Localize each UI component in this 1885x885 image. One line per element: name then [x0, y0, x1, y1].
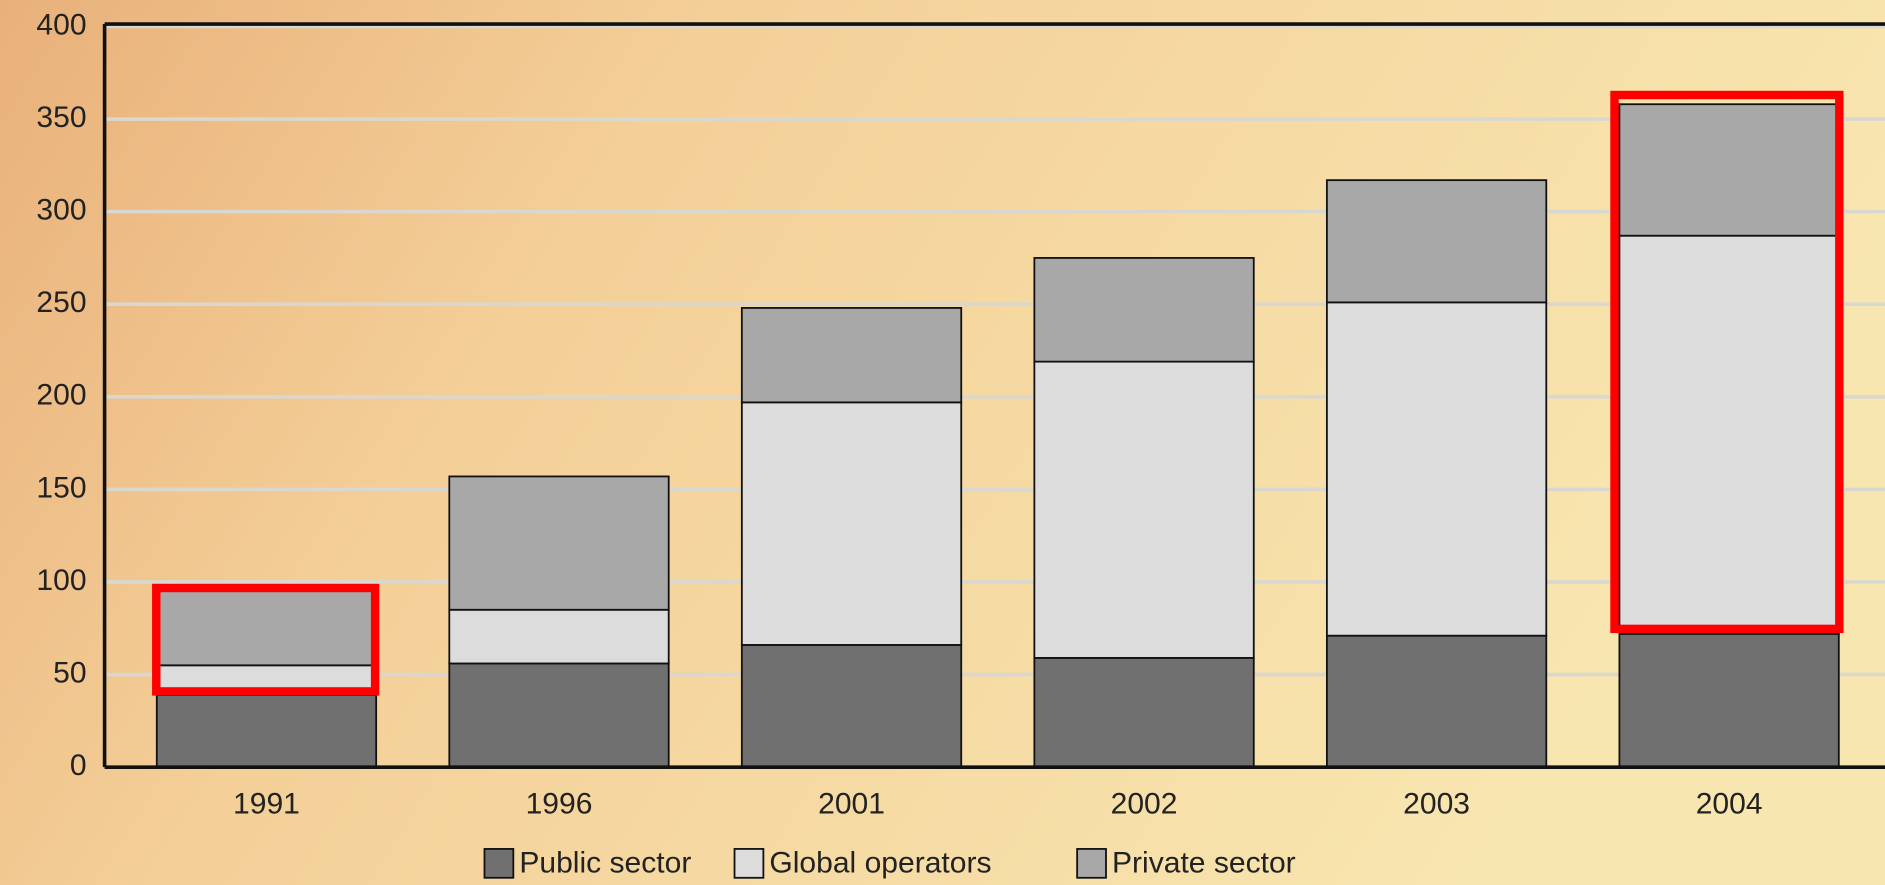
y-tick-label: 200	[36, 379, 86, 412]
bar-segment	[740, 401, 963, 646]
bar-segment	[448, 662, 670, 769]
x-tick-label: 1991	[233, 788, 300, 821]
legend-swatch	[733, 848, 765, 879]
legend-swatch	[483, 848, 515, 879]
y-tick-label: 100	[36, 564, 86, 597]
bar-segment	[1618, 632, 1840, 769]
bar-segment	[1033, 657, 1255, 769]
legend-label: Public sector	[519, 846, 691, 879]
x-tick-label: 2004	[1696, 788, 1763, 821]
bar-segment	[155, 694, 378, 769]
x-tick-label: 2002	[1111, 788, 1178, 821]
x-tick-label: 1996	[526, 788, 593, 821]
bar-segment	[740, 307, 963, 404]
bar-segment	[1033, 360, 1255, 659]
bar-segment	[1618, 234, 1840, 635]
y-tick-label: 400	[36, 8, 86, 41]
bar-segment	[740, 644, 963, 769]
highlight-box	[152, 583, 380, 696]
y-tick-label: 50	[53, 657, 86, 690]
highlight-box	[1610, 90, 1844, 634]
bar-segment	[155, 588, 378, 667]
y-tick-label: 250	[36, 286, 86, 319]
bar-segment	[1325, 179, 1548, 304]
legend-label: Private sector	[1112, 846, 1296, 879]
y-tick-label: 0	[70, 749, 87, 782]
x-tick-label: 2003	[1403, 788, 1470, 821]
bar-segment	[1325, 301, 1548, 637]
x-tick-label: 2001	[818, 788, 885, 821]
y-tick-label: 350	[36, 101, 86, 134]
bar-segment	[448, 475, 670, 611]
bar-segment	[448, 608, 670, 665]
bar-segment	[1325, 634, 1548, 769]
y-tick-label: 150	[36, 471, 86, 504]
bar-segment	[1618, 103, 1840, 237]
y-tick-label: 300	[36, 194, 86, 227]
legend-swatch	[1076, 848, 1107, 879]
legend-label: Global operators	[769, 846, 991, 879]
bar-segment	[1033, 257, 1255, 363]
